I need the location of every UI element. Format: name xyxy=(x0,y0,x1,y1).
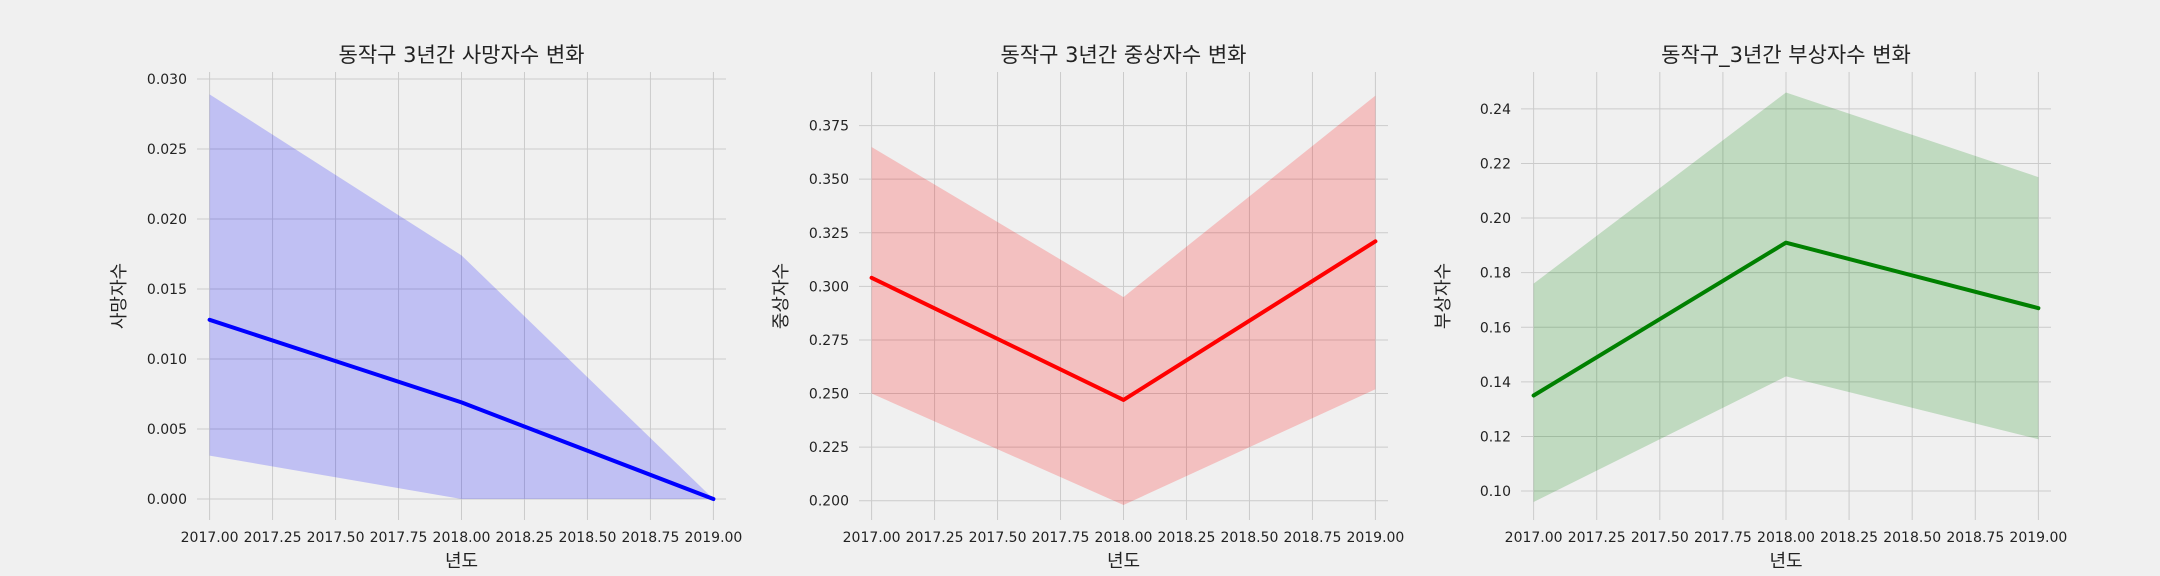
x-tick-label: 2017.75 xyxy=(1032,530,1090,546)
x-tick-label: 2019.00 xyxy=(1346,530,1404,546)
y-tick-label: 0.10 xyxy=(1480,484,1511,500)
y-tick-label: 0.250 xyxy=(809,387,849,403)
chart-title: 동작구_3년간 부상자수 변화 xyxy=(1661,43,1911,68)
x-axis-label: 년도 xyxy=(1769,551,1802,572)
x-tick-label: 2018.75 xyxy=(1946,530,2004,546)
y-tick-label: 0.14 xyxy=(1480,375,1511,391)
x-tick-label: 2018.00 xyxy=(1095,530,1153,546)
y-tick-label: 0.275 xyxy=(809,333,849,349)
x-tick-label: 2018.50 xyxy=(1883,530,1941,546)
y-tick-label: 0.030 xyxy=(147,72,187,88)
y-tick-label: 0.325 xyxy=(809,226,849,242)
y-tick-label: 0.18 xyxy=(1480,266,1511,282)
y-tick-label: 0.300 xyxy=(809,279,849,295)
y-tick-label: 0.000 xyxy=(147,492,187,508)
y-tick-label: 0.200 xyxy=(809,494,849,510)
confidence-band xyxy=(1533,92,2039,502)
x-tick-label: 2019.00 xyxy=(2009,530,2067,546)
y-tick-label: 0.375 xyxy=(809,119,849,135)
x-tick-label: 2018.00 xyxy=(433,530,491,546)
y-tick-label: 0.16 xyxy=(1480,320,1511,336)
y-tick-label: 0.12 xyxy=(1480,429,1511,445)
x-tick-label: 2017.25 xyxy=(1568,530,1626,546)
x-tick-label: 2018.25 xyxy=(1820,530,1878,546)
x-tick-label: 2018.75 xyxy=(1283,530,1341,546)
confidence-band xyxy=(209,94,714,500)
x-tick-label: 2017.50 xyxy=(969,530,1027,546)
y-tick-label: 0.010 xyxy=(147,352,187,368)
x-tick-label: 2018.50 xyxy=(558,530,616,546)
y-tick-label: 0.015 xyxy=(147,282,187,298)
chart-title: 동작구 3년간 중상자수 변화 xyxy=(1001,43,1247,67)
chart-panel-3: 2017.00 2017.25 2017.50 2017.75 2018.00 2018.… xyxy=(1433,43,2067,572)
y-tick-label: 0.005 xyxy=(147,422,187,438)
x-tick-label: 2017.00 xyxy=(1505,530,1563,546)
x-tick-label: 2018.75 xyxy=(621,530,679,546)
x-axis-label: 년도 xyxy=(1107,551,1140,572)
chart-title: 동작구 3년간 사망자수 변화 xyxy=(339,43,585,67)
x-tick-label: 2017.00 xyxy=(181,530,239,546)
x-tick-label: 2017.25 xyxy=(244,530,302,546)
chart-panel-1: 2017.00 2017.25 2017.50 2017.75 2018.00 2018.… xyxy=(109,43,742,572)
y-tick-label: 0.225 xyxy=(809,440,849,456)
x-tick-label: 2018.00 xyxy=(1757,530,1815,546)
y-axis-label: 사망자수 xyxy=(109,263,130,329)
x-tick-label: 2018.25 xyxy=(496,530,554,546)
x-tick-label: 2017.75 xyxy=(370,530,428,546)
y-tick-label: 0.22 xyxy=(1480,156,1511,172)
y-tick-label: 0.020 xyxy=(147,212,187,228)
x-tick-label: 2018.50 xyxy=(1220,530,1278,546)
y-axis-label: 부상자수 xyxy=(1433,263,1454,329)
y-tick-label: 0.20 xyxy=(1480,211,1511,227)
y-tick-label: 0.350 xyxy=(809,172,849,188)
x-axis-label: 년도 xyxy=(445,551,478,572)
x-tick-label: 2017.25 xyxy=(906,530,964,546)
x-tick-label: 2018.25 xyxy=(1158,530,1216,546)
confidence-band xyxy=(871,95,1376,505)
chart-panel-2: 2017.00 2017.25 2017.50 2017.75 2018.00 2018.… xyxy=(771,43,1404,572)
x-tick-label: 2017.00 xyxy=(843,530,901,546)
x-tick-label: 2017.50 xyxy=(307,530,365,546)
x-tick-label: 2019.00 xyxy=(684,530,742,546)
y-tick-label: 0.025 xyxy=(147,142,187,158)
x-tick-label: 2017.75 xyxy=(1694,530,1752,546)
y-axis-label: 중상자수 xyxy=(771,263,792,329)
y-tick-label: 0.24 xyxy=(1480,102,1511,118)
x-tick-label: 2017.50 xyxy=(1631,530,1689,546)
